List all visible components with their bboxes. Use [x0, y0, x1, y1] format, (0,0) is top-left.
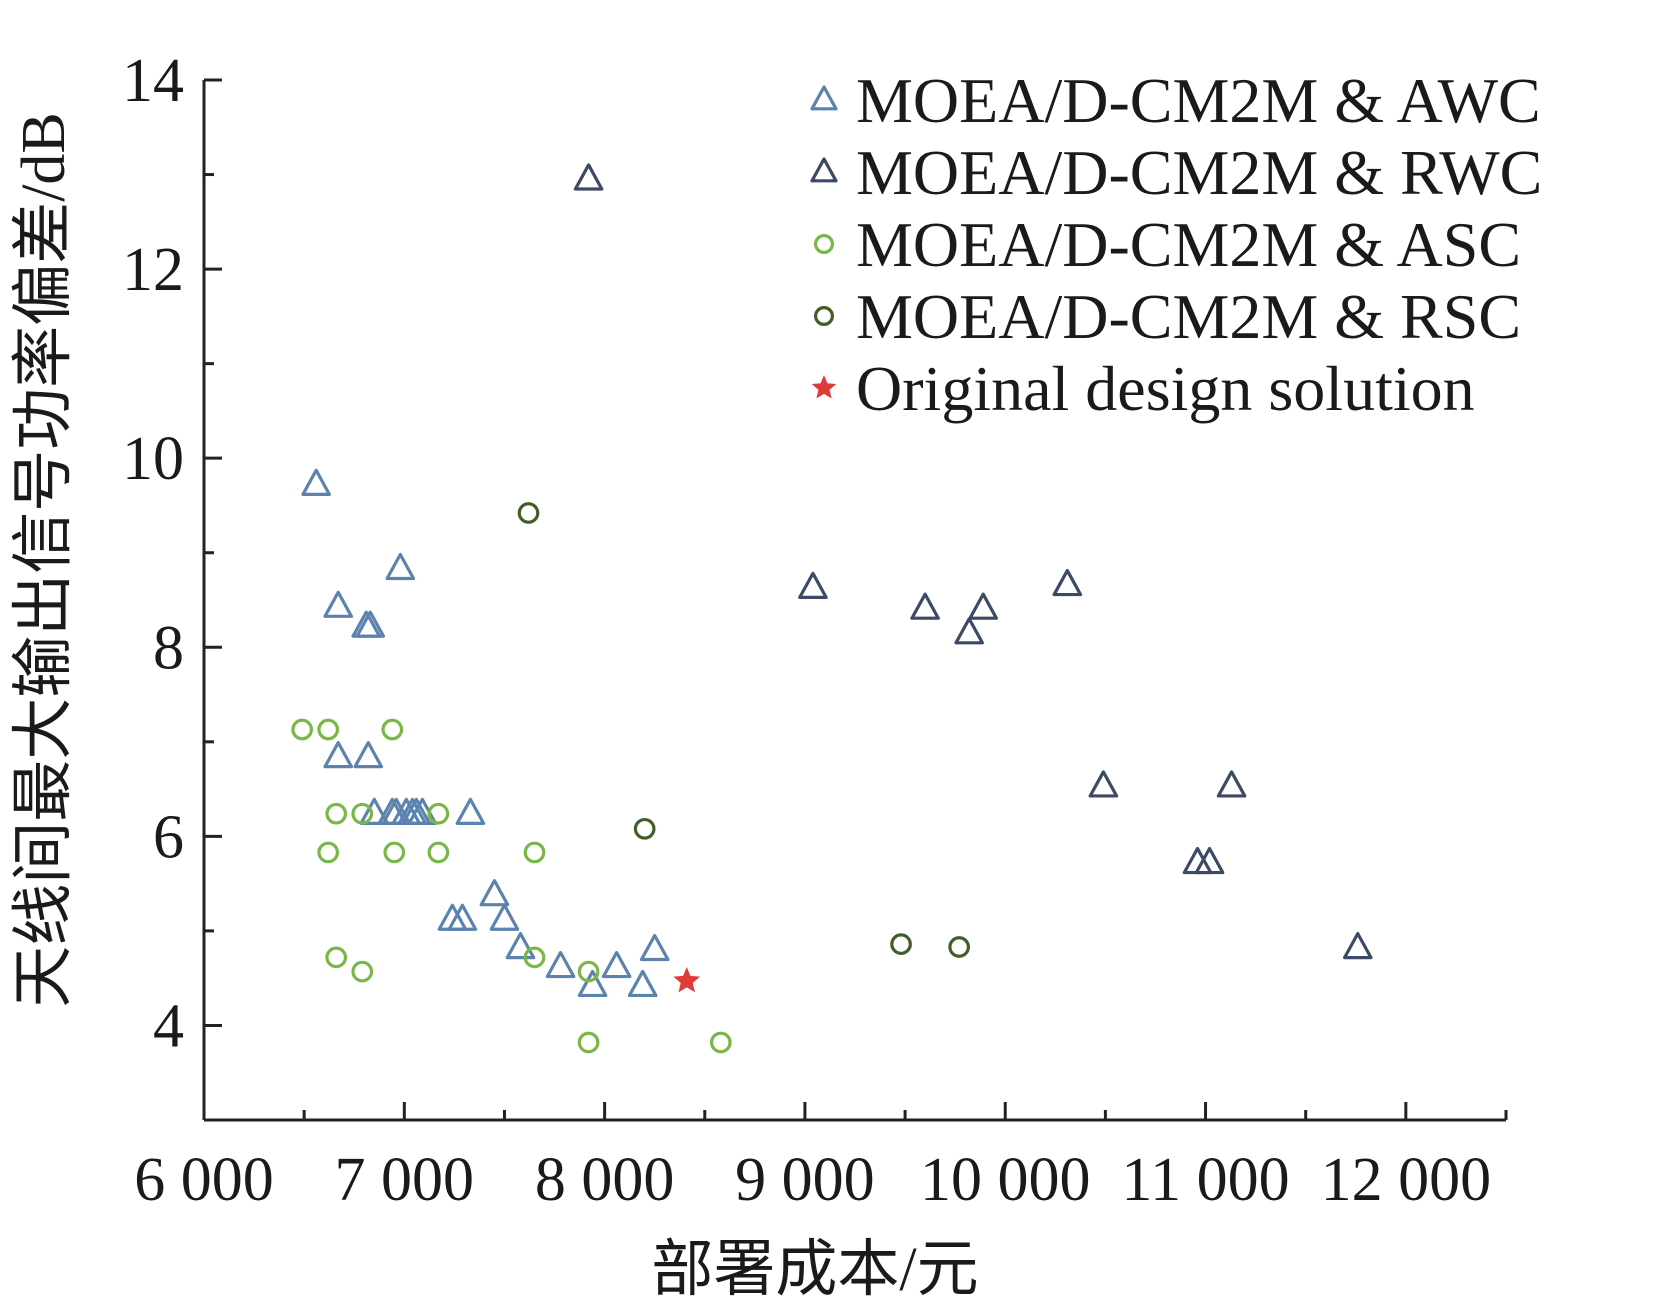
data-point — [323, 590, 354, 618]
data-point — [291, 718, 313, 741]
data-point — [639, 933, 670, 962]
x-tick-label: 7 000 — [335, 1146, 475, 1214]
data-point — [577, 960, 600, 983]
legend-marker — [810, 157, 838, 183]
data-point — [1194, 846, 1225, 875]
series-0 — [301, 468, 670, 998]
data-point — [1216, 770, 1247, 798]
data-point — [523, 946, 546, 969]
series-2 — [291, 718, 732, 1054]
data-point — [627, 969, 658, 998]
data-point — [577, 969, 608, 998]
data-point — [633, 817, 656, 840]
legend-item: MOEA/D-CM2M & AWC — [810, 65, 1541, 136]
x-tick-label: 11 000 — [1121, 1146, 1289, 1214]
legend-item: MOEA/D-CM2M & ASC — [813, 209, 1521, 280]
data-point — [709, 1031, 732, 1054]
y-tick-label: 14 — [122, 47, 184, 115]
legend-marker — [813, 234, 834, 255]
data-point — [383, 841, 406, 864]
series-1 — [573, 163, 1373, 960]
data-point — [1342, 932, 1373, 960]
data-point — [1088, 770, 1119, 798]
axes — [202, 80, 1506, 1122]
data-point — [545, 950, 576, 979]
series-3 — [517, 502, 970, 958]
legend-marker — [811, 375, 837, 399]
data-point — [427, 802, 450, 825]
y-tick-label: 4 — [153, 992, 184, 1060]
data-point — [517, 502, 540, 524]
x-tick-label: 9 000 — [735, 1146, 875, 1214]
series-4 — [673, 966, 701, 993]
data-point — [479, 879, 510, 907]
legend-marker — [810, 85, 838, 111]
data-point — [910, 592, 940, 620]
data-point — [301, 468, 331, 496]
data-point — [601, 950, 632, 979]
y-axis-title: 天线间最大输出信号功率偏差/dB — [10, 112, 78, 1008]
data-point — [317, 718, 340, 741]
data-point — [325, 802, 348, 825]
legend-item: Original design solution — [811, 353, 1475, 424]
legend-label: Original design solution — [856, 353, 1475, 424]
data-point — [351, 960, 374, 983]
legend-label: MOEA/D-CM2M & AWC — [856, 65, 1541, 136]
x-axis-title: 部署成本/元 — [651, 1236, 978, 1304]
data-point — [447, 903, 478, 931]
data-point — [948, 936, 970, 958]
legend-item: MOEA/D-CM2M & RSC — [813, 281, 1521, 352]
legend-label: MOEA/D-CM2M & RSC — [856, 281, 1521, 352]
y-tick-label: 12 — [122, 236, 184, 304]
data-point — [523, 841, 546, 864]
data-points — [291, 163, 1373, 1054]
legend-label: MOEA/D-CM2M & RWC — [856, 137, 1542, 208]
data-point — [455, 797, 486, 825]
data-point — [355, 610, 386, 638]
x-tick-label: 10 000 — [920, 1146, 1091, 1214]
data-point — [1052, 568, 1083, 597]
data-point — [573, 163, 604, 191]
legend-marker — [813, 306, 834, 327]
data-point — [385, 552, 416, 581]
data-point — [673, 966, 701, 993]
data-point — [353, 741, 384, 769]
data-point — [317, 841, 340, 864]
y-tick-label: 10 — [122, 425, 184, 493]
data-point — [489, 903, 520, 931]
data-point — [323, 741, 354, 769]
legend-item: MOEA/D-CM2M & RWC — [810, 137, 1542, 208]
data-point — [968, 592, 998, 620]
data-point — [954, 617, 984, 645]
data-point — [505, 932, 536, 960]
data-point — [890, 933, 912, 955]
data-point — [351, 802, 374, 825]
data-point — [577, 1031, 600, 1054]
data-point — [427, 841, 450, 864]
x-tick-label: 12 000 — [1321, 1146, 1492, 1214]
data-point — [798, 571, 828, 600]
y-tick-label: 6 — [153, 803, 184, 871]
y-tick-label: 8 — [153, 614, 184, 682]
data-point — [381, 718, 404, 741]
x-tick-label: 8 000 — [535, 1146, 675, 1214]
x-ticks: 6 000 7 000 8 000 9 000 10 000 11 000 12 000 — [134, 1102, 1508, 1214]
data-point — [325, 946, 348, 969]
data-point — [359, 797, 390, 825]
x-tick-label: 6 000 — [134, 1146, 274, 1214]
y-ticks: 4 6 8 10 12 14 — [122, 47, 222, 1122]
legend-label: MOEA/D-CM2M & ASC — [856, 209, 1521, 280]
